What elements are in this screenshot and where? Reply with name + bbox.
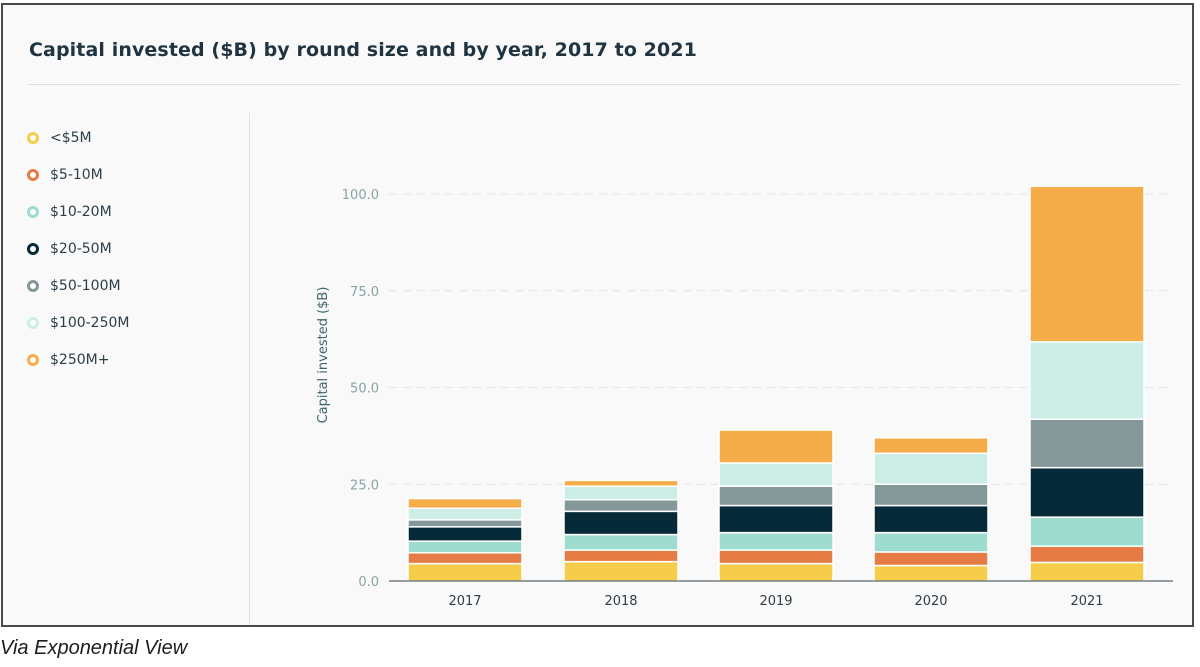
legend: <$5M $5-10M $10-20M $20-50M $50-100M $100-250… xyxy=(27,119,129,378)
legend-item: $100-250M xyxy=(27,304,129,341)
bar-segment xyxy=(1029,466,1145,518)
bar-segment xyxy=(873,483,989,507)
legend-label: $20-50M xyxy=(50,240,112,257)
bar-segment xyxy=(407,551,523,565)
bar-segment xyxy=(563,533,679,551)
chart-title: Capital invested ($B) by round size and … xyxy=(29,39,697,61)
chart-plot: 0.0 25.0 50.0 75.0 100.0 Capital invested ($B… xyxy=(316,185,1173,609)
bar-segment xyxy=(1029,516,1145,547)
legend-divider xyxy=(249,113,250,625)
y-tick-label: 0.0 xyxy=(358,575,379,590)
bar-segment xyxy=(563,510,679,536)
x-tick-label: 2017 xyxy=(448,594,481,609)
bar-segment xyxy=(718,531,834,551)
legend-swatch xyxy=(27,316,39,329)
bar-segment xyxy=(407,526,523,542)
bar-segment xyxy=(1029,545,1145,564)
source-caption: Via Exponential View xyxy=(0,637,188,659)
bar-segment xyxy=(563,560,679,582)
title-divider xyxy=(29,84,1179,85)
bar-segment xyxy=(407,519,523,528)
legend-label: $100-250M xyxy=(50,314,130,331)
legend-label: $10-20M xyxy=(50,203,112,220)
bar-segment xyxy=(718,485,834,507)
y-tick-label: 100.0 xyxy=(342,188,379,203)
legend-swatch xyxy=(27,131,39,144)
bar-segment xyxy=(563,485,679,501)
legend-swatch xyxy=(27,242,39,255)
bar-segment xyxy=(407,497,523,509)
bar-segment xyxy=(407,540,523,554)
bar-segment xyxy=(718,504,834,534)
bar-segment xyxy=(563,549,679,563)
legend-item: $10-20M xyxy=(27,193,129,230)
legend-item: $250M+ xyxy=(27,341,129,378)
legend-swatch xyxy=(27,279,39,292)
y-axis-label: Capital invested ($B) xyxy=(316,287,331,424)
legend-item: <$5M xyxy=(27,119,129,156)
legend-swatch xyxy=(27,353,39,366)
x-tick-label: 2018 xyxy=(604,594,637,609)
legend-label: $250M+ xyxy=(50,351,110,368)
legend-label: $50-100M xyxy=(50,277,121,294)
chart-frame: Capital invested ($B) by round size and … xyxy=(1,3,1194,627)
bar-segment xyxy=(1029,418,1145,469)
bar-segment xyxy=(1029,341,1145,420)
x-tick-label: 2020 xyxy=(914,594,947,609)
legend-item: $50-100M xyxy=(27,267,129,304)
bar-segment xyxy=(873,531,989,553)
bar-segment xyxy=(563,479,679,487)
x-tick-label: 2021 xyxy=(1070,594,1103,609)
bar-segment xyxy=(718,562,834,582)
legend-label: $5-10M xyxy=(50,166,103,183)
bar-segment xyxy=(873,564,989,582)
legend-label: <$5M xyxy=(50,129,92,146)
bar-segment xyxy=(718,549,834,565)
bar-segment xyxy=(873,551,989,567)
legend-item: $5-10M xyxy=(27,156,129,193)
bar-segment xyxy=(873,437,989,455)
bar-segment xyxy=(407,562,523,582)
bar-segment xyxy=(407,507,523,521)
bar-segment xyxy=(873,504,989,534)
legend-item: $20-50M xyxy=(27,230,129,267)
y-tick-label: 75.0 xyxy=(350,285,379,300)
bar-segment xyxy=(563,498,679,513)
bar-segment xyxy=(718,462,834,487)
bar-segment xyxy=(1029,185,1145,343)
bar-segment xyxy=(1029,561,1145,582)
y-tick-label: 25.0 xyxy=(350,478,379,493)
legend-swatch xyxy=(27,168,39,181)
y-tick-label: 50.0 xyxy=(350,382,379,397)
x-tick-label: 2019 xyxy=(759,594,792,609)
bar-segment xyxy=(718,429,834,464)
bar-segment xyxy=(873,452,989,486)
legend-swatch xyxy=(27,205,39,218)
